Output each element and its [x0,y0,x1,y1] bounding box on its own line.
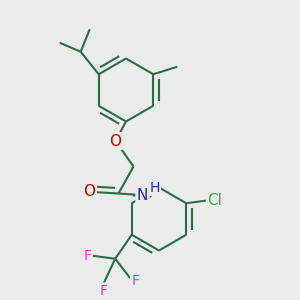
Text: H: H [149,181,160,194]
Text: F: F [99,284,107,298]
Text: F: F [83,249,91,263]
Text: O: O [110,134,122,148]
Text: N: N [137,188,148,202]
Text: O: O [83,184,95,200]
Text: Cl: Cl [207,193,222,208]
Text: F: F [132,274,140,288]
